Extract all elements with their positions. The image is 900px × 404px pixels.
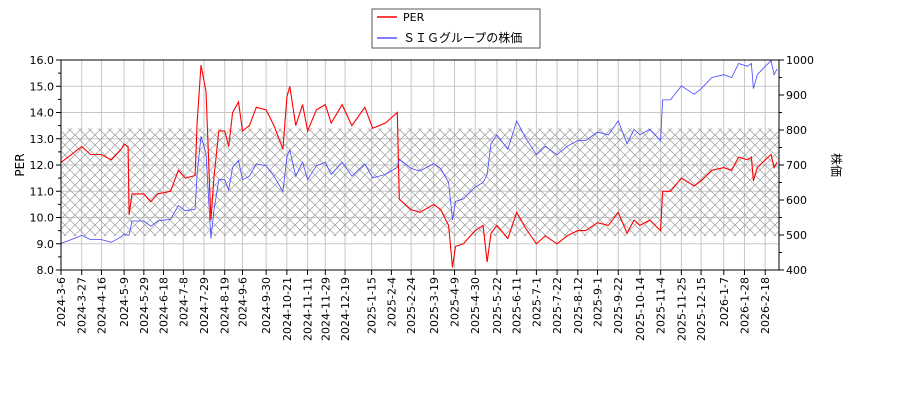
series-line-stock-price [60, 59, 778, 244]
x-tick-label: 2025-7-22 [551, 277, 564, 334]
x-tick-label: 2025-7-1 [530, 277, 543, 327]
y-tick-label-right: 900 [786, 89, 807, 102]
y-tick-label-left: 16.0 [30, 54, 55, 67]
legend-box [371, 8, 541, 49]
x-tick-label: 2024-5-9 [118, 277, 131, 327]
x-tick-label: 2025-3-19 [428, 277, 441, 334]
y-tick-label-left: 12.0 [30, 159, 55, 172]
x-tick-label: 2025-2-4 [385, 277, 398, 327]
x-tick-label: 2024-6-18 [158, 277, 171, 334]
x-tick-label: 2025-9-22 [612, 277, 625, 334]
y-tick-label-right: 500 [786, 229, 807, 242]
x-tick-label: 2025-1-15 [366, 277, 379, 334]
x-tick-label: 2024-9-30 [260, 277, 273, 334]
series-line-per [60, 65, 778, 268]
x-tick-label: 2024-11-29 [319, 277, 332, 341]
x-tick-label: 2025-11-25 [675, 277, 688, 341]
y-axis-label-left: PER [13, 153, 27, 176]
legend-label-per: PER [403, 11, 425, 24]
x-tick-label: 2025-11-4 [655, 277, 668, 334]
x-tick-label: 2024-8-19 [219, 277, 232, 334]
x-tick-label: 2025-4-9 [449, 277, 462, 327]
x-tick-label: 2024-7-29 [198, 277, 211, 334]
x-tick-label: 2025-5-22 [491, 277, 504, 334]
x-tick-label: 2024-12-19 [339, 277, 352, 341]
x-tick-label: 2024-5-29 [138, 277, 151, 334]
legend-label-price: ＳＩＧグループの株価 [403, 30, 522, 45]
x-tick-label: 2024-4-16 [95, 277, 108, 334]
y-tick-label-right: 800 [786, 124, 807, 137]
x-tick-label: 2026-1-28 [738, 277, 751, 334]
axes: 8.0 9.0 10.0 11.0 12.0 13.0 14.0 15.0 16.0 400 500… [30, 54, 815, 341]
x-tick-label: 2024-9-6 [236, 277, 249, 327]
shaded-band [61, 128, 779, 237]
series-lines [60, 59, 778, 268]
y-tick-label-right: 1000 [786, 54, 814, 67]
y-tick-label-left: 14.0 [30, 107, 55, 120]
legend: PER ＳＩＧグループの株価 [371, 8, 541, 49]
y-tick-label-left: 11.0 [30, 185, 55, 198]
x-tick-label: 2026-1-7 [718, 277, 731, 327]
y-tick-label-left: 13.0 [30, 133, 55, 146]
x-tick-label: 2025-9-1 [592, 277, 605, 327]
x-tick-label: 2024-7-8 [177, 277, 190, 327]
x-tick-label: 2024-3-6 [55, 277, 68, 327]
y-tick-label-left: 8.0 [37, 264, 55, 277]
y-tick-label-left: 10.0 [30, 212, 55, 225]
x-tick-label: 2025-4-30 [469, 277, 482, 334]
x-tick-label: 2026-2-18 [759, 277, 772, 334]
x-tick-label: 2024-10-21 [281, 277, 294, 341]
y-axis-label-right: 株価 [829, 153, 844, 177]
x-tick-label: 2024-11-11 [302, 277, 315, 341]
x-tick-label: 2025-2-24 [405, 277, 418, 334]
x-tick-label: 2025-8-12 [572, 277, 585, 334]
x-tick-label: 2025-6-11 [511, 277, 524, 334]
x-tick-label: 2025-10-14 [634, 277, 647, 341]
y-tick-label-right: 700 [786, 159, 807, 172]
y-tick-label-left: 9.0 [37, 238, 55, 251]
y-tick-label-left: 15.0 [30, 80, 55, 93]
x-tick-label: 2024-3-27 [76, 277, 89, 334]
y-tick-label-right: 600 [786, 194, 807, 207]
x-tick-label: 2025-12-15 [695, 277, 708, 341]
y-tick-label-right: 400 [786, 264, 807, 277]
